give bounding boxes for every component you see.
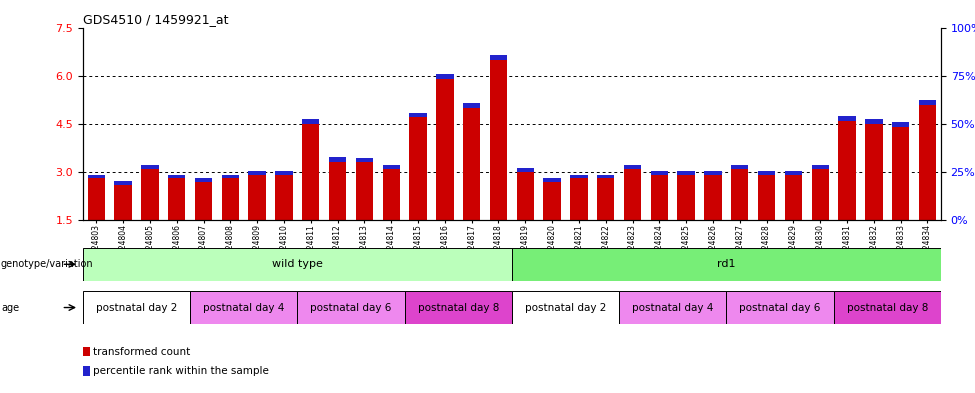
- Text: rd1: rd1: [718, 259, 735, 269]
- Text: postnatal day 4: postnatal day 4: [203, 303, 285, 312]
- Text: postnatal day 8: postnatal day 8: [846, 303, 928, 312]
- Bar: [297, 291, 405, 324]
- Bar: [356, 158, 373, 162]
- Bar: [275, 171, 292, 175]
- Bar: [758, 171, 775, 175]
- Bar: [83, 366, 90, 376]
- Bar: [463, 103, 481, 108]
- Bar: [195, 178, 213, 182]
- Bar: [382, 169, 400, 220]
- Bar: [329, 158, 346, 162]
- Text: postnatal day 2: postnatal day 2: [525, 303, 606, 312]
- Bar: [88, 174, 105, 178]
- Bar: [597, 178, 614, 220]
- Bar: [597, 174, 614, 178]
- Bar: [141, 169, 159, 220]
- Bar: [619, 291, 726, 324]
- Text: postnatal day 8: postnatal day 8: [417, 303, 499, 312]
- Bar: [221, 174, 239, 178]
- Bar: [570, 174, 588, 178]
- Bar: [190, 291, 297, 324]
- Bar: [512, 248, 941, 281]
- Bar: [329, 162, 346, 220]
- Bar: [517, 168, 534, 172]
- Bar: [838, 121, 856, 220]
- Bar: [141, 165, 159, 169]
- Bar: [88, 178, 105, 220]
- Bar: [302, 119, 320, 124]
- Bar: [785, 171, 802, 175]
- Bar: [195, 182, 213, 220]
- Bar: [731, 169, 749, 220]
- Bar: [678, 175, 695, 220]
- Bar: [892, 122, 910, 127]
- Bar: [275, 175, 292, 220]
- Bar: [543, 182, 561, 220]
- Bar: [410, 112, 427, 118]
- Bar: [892, 127, 910, 220]
- Bar: [249, 171, 266, 175]
- Bar: [249, 175, 266, 220]
- Bar: [704, 171, 722, 175]
- Text: age: age: [1, 303, 20, 312]
- Bar: [834, 291, 941, 324]
- Bar: [785, 175, 802, 220]
- Bar: [512, 291, 619, 324]
- Text: postnatal day 2: postnatal day 2: [96, 303, 177, 312]
- Bar: [838, 116, 856, 121]
- Bar: [489, 55, 507, 60]
- Bar: [356, 162, 373, 220]
- Bar: [704, 175, 722, 220]
- Bar: [410, 118, 427, 220]
- Bar: [517, 172, 534, 220]
- Text: percentile rank within the sample: percentile rank within the sample: [93, 366, 268, 376]
- Bar: [624, 169, 642, 220]
- Bar: [570, 178, 588, 220]
- Bar: [811, 165, 829, 169]
- Bar: [811, 169, 829, 220]
- Text: postnatal day 6: postnatal day 6: [310, 303, 392, 312]
- Bar: [436, 79, 453, 220]
- Bar: [489, 60, 507, 220]
- Bar: [302, 124, 320, 220]
- Bar: [168, 174, 185, 178]
- Bar: [83, 347, 90, 356]
- Bar: [114, 181, 132, 185]
- Text: GDS4510 / 1459921_at: GDS4510 / 1459921_at: [83, 13, 228, 26]
- Bar: [918, 100, 936, 105]
- Bar: [114, 185, 132, 220]
- Bar: [650, 171, 668, 175]
- Bar: [168, 178, 185, 220]
- Bar: [83, 248, 512, 281]
- Text: postnatal day 6: postnatal day 6: [739, 303, 821, 312]
- Bar: [865, 124, 882, 220]
- Bar: [678, 171, 695, 175]
- Text: postnatal day 4: postnatal day 4: [632, 303, 714, 312]
- Bar: [726, 291, 834, 324]
- Bar: [650, 175, 668, 220]
- Bar: [83, 291, 190, 324]
- Text: transformed count: transformed count: [93, 347, 190, 357]
- Bar: [865, 119, 882, 124]
- Bar: [382, 165, 400, 169]
- Bar: [543, 178, 561, 182]
- Bar: [436, 74, 453, 79]
- Bar: [405, 291, 512, 324]
- Bar: [463, 108, 481, 220]
- Bar: [624, 165, 642, 169]
- Bar: [221, 178, 239, 220]
- Bar: [758, 175, 775, 220]
- Bar: [918, 105, 936, 220]
- Bar: [731, 165, 749, 169]
- Text: wild type: wild type: [272, 259, 323, 269]
- Text: genotype/variation: genotype/variation: [1, 259, 94, 269]
